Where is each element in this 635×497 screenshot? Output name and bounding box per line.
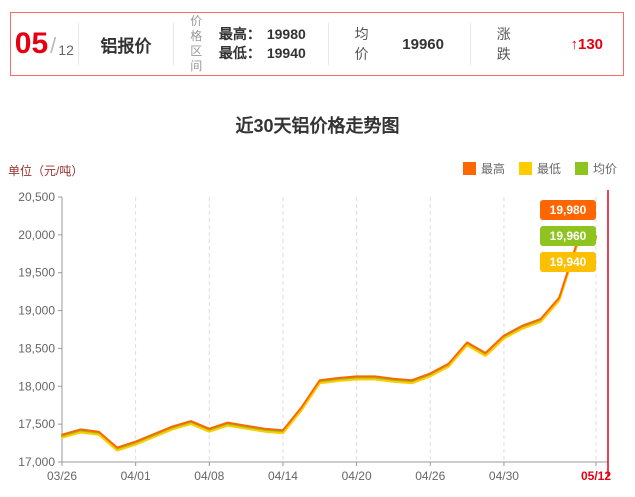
date-month: 05 [14, 27, 49, 60]
x-axis-label: 04/08 [194, 469, 224, 483]
legend-swatch-high-icon [462, 162, 476, 175]
quote-date: 05 / 12 [11, 29, 78, 59]
quote-bar: 05 / 12 铝报价 价格 区间 最高： 19980 最低： 19940 均价 1… [10, 12, 624, 76]
y-axis-label: 20,000 [18, 228, 55, 242]
series-line-high [61, 235, 597, 449]
y-axis-label: 18,500 [18, 341, 55, 355]
low-value: 19940 [266, 45, 306, 61]
x-axis-label: 03/26 [47, 469, 77, 483]
divider [327, 23, 329, 65]
low-row: 最低： 19940 [219, 44, 306, 63]
x-axis-label: 04/20 [342, 469, 372, 483]
end-value-badge [540, 226, 596, 246]
avg-label: 均价 [354, 26, 369, 62]
high-label: 最高： [218, 26, 261, 42]
x-axis-label: 04/01 [121, 469, 151, 483]
change-amount: 130 [577, 35, 604, 53]
chart-legend: 最高 最低 均价 [462, 160, 617, 177]
y-axis-label: 19,500 [18, 266, 55, 280]
x-axis-label-current: 05/12 [581, 469, 611, 483]
high-value: 19980 [266, 26, 306, 42]
x-axis-label: 04/26 [415, 469, 445, 483]
y-axis-label: 20,500 [18, 190, 55, 204]
y-axis-label: 19,000 [18, 304, 55, 318]
x-axis-label: 04/14 [268, 469, 298, 483]
price-range-line1: 价格 [190, 14, 203, 43]
legend-label-low: 最低 [536, 162, 561, 176]
x-axis-label: 04/30 [489, 469, 519, 483]
end-value-badge [540, 252, 596, 272]
legend-label-high: 最高 [480, 162, 505, 176]
low-label: 最低： [218, 45, 261, 61]
divider [173, 23, 175, 65]
change-value: ↑130 [544, 36, 623, 53]
y-axis-label: 18,000 [18, 379, 55, 393]
high-low-values: 最高： 19980 最低： 19940 [219, 25, 328, 63]
end-value-badge-text: 19,940 [550, 255, 587, 269]
date-day: 12 [58, 42, 74, 58]
unit-label: 单位（元/吨） [8, 164, 84, 178]
chart-title: 近30天铝价格走势图 [235, 116, 400, 136]
series-line-low [61, 238, 597, 452]
series-line-avg [61, 236, 597, 451]
end-value-badge-text: 19,960 [550, 229, 587, 243]
y-axis-label: 17,500 [18, 417, 55, 431]
divider [470, 23, 471, 65]
y-axis-label: 17,000 [18, 455, 55, 469]
price-range-label: 价格 区间 [174, 14, 219, 74]
change-label: 涨跌 [496, 26, 511, 62]
date-slash: / [50, 33, 57, 58]
price-trend-chart: 17,000 17,500 18,000 18,500 19,000 19,500 20,0… [18, 190, 611, 483]
legend-label-avg: 均价 [592, 162, 617, 176]
legend-swatch-avg-icon [574, 162, 588, 175]
legend-swatch-low-icon [518, 162, 532, 175]
end-value-badge [540, 200, 596, 220]
divider [77, 23, 79, 65]
legend-item-low[interactable]: 最低 [518, 160, 561, 177]
high-row: 最高： 19980 [219, 25, 306, 44]
legend-item-high[interactable]: 最高 [462, 160, 505, 177]
up-arrow-icon: ↑ [570, 35, 578, 53]
price-range-line2: 区间 [190, 44, 203, 73]
product-title: 铝报价 [100, 36, 152, 56]
end-value-badge-text: 19,980 [550, 203, 587, 217]
avg-value: 19960 [402, 35, 444, 53]
legend-item-avg[interactable]: 均价 [574, 160, 617, 177]
